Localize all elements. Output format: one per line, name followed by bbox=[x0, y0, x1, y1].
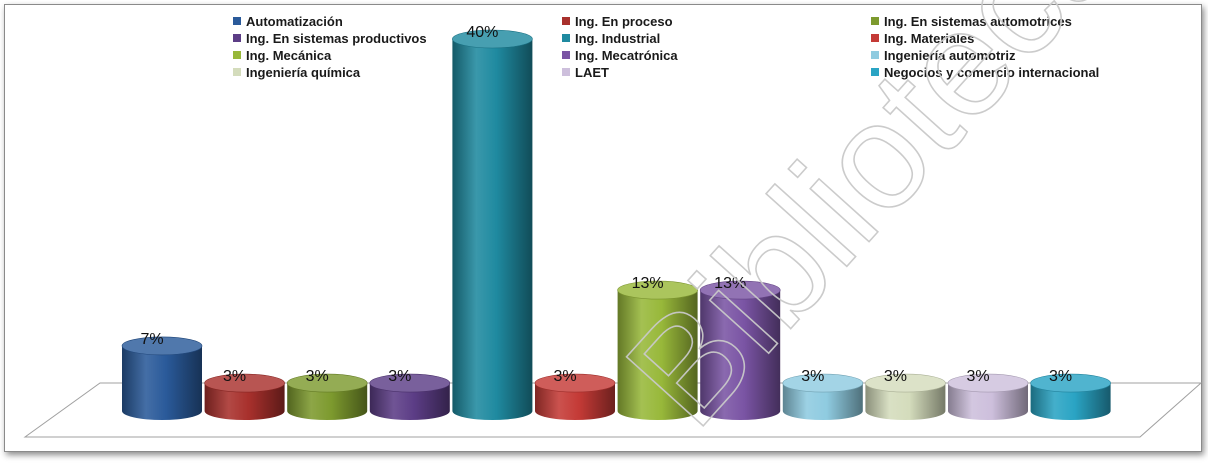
bar-10 bbox=[865, 373, 946, 420]
bar-top bbox=[617, 280, 698, 300]
legend-item: Ingeniería química bbox=[233, 64, 360, 80]
legend-swatch bbox=[562, 68, 570, 76]
legend-item: Ing. Materiales bbox=[871, 30, 974, 46]
bar-2 bbox=[204, 373, 285, 420]
bar-7 bbox=[617, 280, 698, 420]
legend-swatch bbox=[562, 34, 570, 42]
data-label: 13% bbox=[714, 275, 746, 292]
chart-canvas: 7% 3% 3% 3% 40% 3% 13% 13% 3% 3% 3% 3% bbox=[23, 24, 1203, 438]
legend-swatch bbox=[871, 68, 879, 76]
bar-9 bbox=[782, 373, 864, 420]
bar-body bbox=[782, 383, 863, 420]
legend-swatch bbox=[233, 51, 241, 59]
legend-item: Ing. En proceso bbox=[562, 13, 673, 29]
data-label: 40% bbox=[466, 24, 498, 41]
legend-item: Ing. Mecánica bbox=[233, 47, 331, 63]
legend-label: Ingeniería automotriz bbox=[884, 47, 1016, 63]
legend-label: Ing. En sistemas automotrices bbox=[884, 13, 1072, 29]
legend-label: Ingeniería química bbox=[246, 64, 361, 80]
data-label: 3% bbox=[388, 368, 411, 385]
legend-swatch bbox=[233, 68, 241, 76]
legend-item: Automatización bbox=[233, 13, 343, 29]
legend-label: Ing. Mecánica bbox=[246, 47, 332, 63]
bar-4 bbox=[369, 373, 451, 420]
bar-top bbox=[534, 373, 616, 393]
legend-label: Ing. Materiales bbox=[884, 30, 975, 46]
bar-body bbox=[452, 39, 533, 420]
bar-top bbox=[204, 373, 285, 393]
legend-swatch bbox=[871, 17, 879, 25]
bar-body bbox=[1030, 383, 1111, 420]
legend-label: Ing. En proceso bbox=[575, 13, 673, 29]
legend-swatch bbox=[562, 17, 570, 25]
bar-12 bbox=[1030, 373, 1111, 420]
legend-item: Ing. Mecatrónica bbox=[562, 47, 678, 63]
bar-top bbox=[947, 373, 1029, 393]
bar-body bbox=[369, 383, 450, 420]
bar-body bbox=[122, 345, 202, 420]
data-labels-group: 7% 3% 3% 3% 40% 3% 13% 13% 3% 3% 3% 3% bbox=[140, 24, 1072, 385]
legend-label: Ing. En sistemas productivos bbox=[246, 30, 427, 46]
legend-item: Ing. En sistemas productivos bbox=[233, 30, 427, 46]
bar-top bbox=[369, 373, 451, 393]
legend-label: LAET bbox=[575, 64, 609, 80]
data-label: 3% bbox=[1049, 368, 1072, 385]
bar-top bbox=[286, 373, 368, 393]
bar-3 bbox=[286, 373, 368, 420]
bar-5 bbox=[452, 29, 533, 420]
data-label: 3% bbox=[223, 368, 246, 385]
bar-top bbox=[1030, 373, 1111, 393]
bar-body bbox=[287, 383, 368, 420]
legend-swatch bbox=[562, 51, 570, 59]
bar-body bbox=[865, 383, 946, 420]
bar-body bbox=[617, 290, 698, 420]
bar-8 bbox=[699, 280, 781, 420]
legend-label: Automatización bbox=[246, 13, 343, 29]
legend-item: Negocios y comercio internacional bbox=[871, 64, 1099, 80]
bar-top bbox=[121, 336, 203, 356]
legend-swatch bbox=[871, 34, 879, 42]
legend-swatch bbox=[233, 34, 241, 42]
bar-top bbox=[782, 373, 864, 393]
data-label: 13% bbox=[632, 275, 664, 292]
legend-label: Ing. Mecatrónica bbox=[575, 47, 678, 63]
legend-label: Negocios y comercio internacional bbox=[884, 64, 1100, 80]
bar-body bbox=[948, 383, 1028, 420]
bar-6 bbox=[534, 373, 616, 420]
data-label: 7% bbox=[140, 331, 163, 348]
bar-body bbox=[700, 290, 781, 420]
legend-item: Ing. Industrial bbox=[562, 30, 660, 46]
data-label: 3% bbox=[306, 368, 329, 385]
chart-frame: 7% 3% 3% 3% 40% 3% 13% 13% 3% 3% 3% 3% Automatizaci… bbox=[4, 0, 1208, 457]
legend-item: Ingeniería automotriz bbox=[871, 47, 1015, 63]
bar-body bbox=[535, 383, 615, 420]
bar-11 bbox=[947, 373, 1029, 420]
bar-1 bbox=[121, 336, 203, 420]
data-label: 3% bbox=[966, 368, 989, 385]
bar-top bbox=[865, 373, 946, 393]
data-label: 3% bbox=[801, 368, 824, 385]
legend-item: LAET bbox=[562, 64, 609, 80]
bar-body bbox=[204, 383, 285, 420]
bars-group bbox=[121, 29, 1111, 420]
legend-item: Ing. En sistemas automotrices bbox=[871, 13, 1072, 29]
legend-swatch bbox=[233, 17, 241, 25]
legend-label: Ing. Industrial bbox=[575, 30, 661, 46]
bar-top bbox=[452, 29, 533, 49]
data-label: 3% bbox=[553, 368, 576, 385]
legend-swatch bbox=[871, 51, 879, 59]
data-label: 3% bbox=[884, 368, 907, 385]
bar-top bbox=[699, 280, 781, 300]
